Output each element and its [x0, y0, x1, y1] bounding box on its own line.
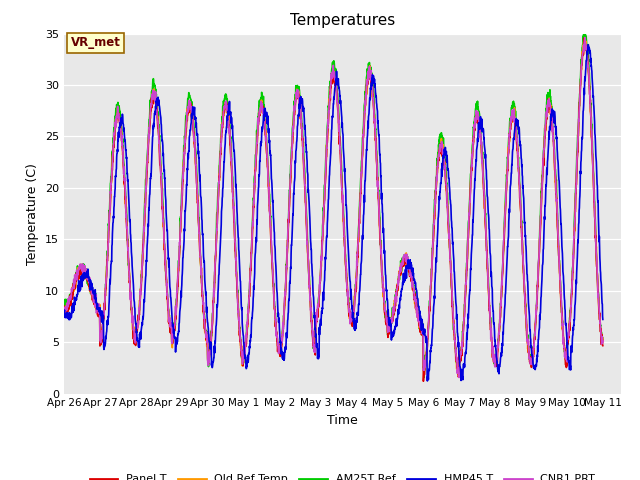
- Legend: Panel T, Old Ref Temp, AM25T Ref, HMP45 T, CNR1 PRT: Panel T, Old Ref Temp, AM25T Ref, HMP45 …: [85, 470, 600, 480]
- X-axis label: Time: Time: [327, 414, 358, 427]
- Text: VR_met: VR_met: [71, 36, 121, 49]
- Title: Temperatures: Temperatures: [290, 13, 395, 28]
- Y-axis label: Temperature (C): Temperature (C): [26, 163, 40, 264]
